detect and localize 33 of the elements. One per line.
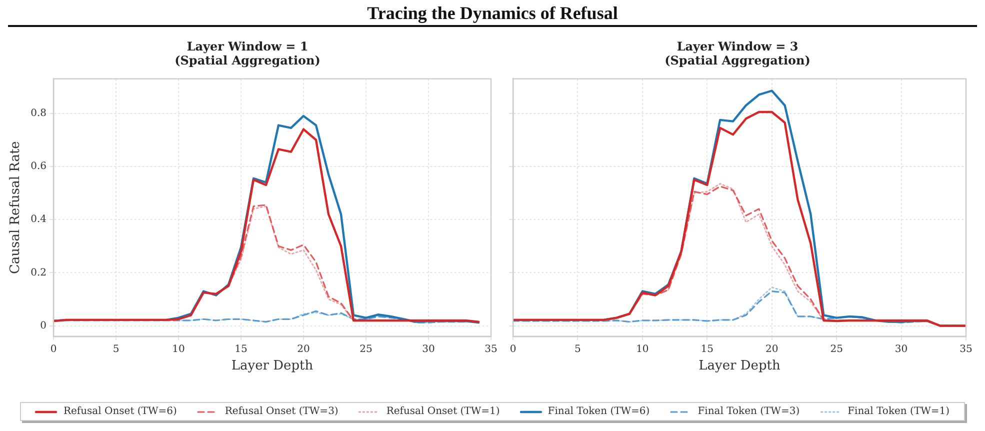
x-tick-label: 15 xyxy=(234,344,248,355)
x-tick-label: 35 xyxy=(960,344,972,355)
x-tick-label: 5 xyxy=(112,344,120,355)
x-tick-label: 20 xyxy=(297,344,310,355)
legend-label: Refusal Onset (TW=6) xyxy=(63,406,177,417)
y-tick-label: 0.4 xyxy=(30,214,47,226)
x-tick-label: 35 xyxy=(484,344,498,355)
x-tick-label: 30 xyxy=(422,344,435,355)
x-axis-title: Layer Depth xyxy=(698,358,782,374)
y-tick-label: 0.2 xyxy=(30,267,47,278)
legend-label: Final Token (TW=6) xyxy=(548,406,650,417)
legend-label: Refusal Onset (TW=1) xyxy=(386,406,500,417)
x-tick-label: 0 xyxy=(50,344,57,355)
x-tick-label: 30 xyxy=(894,344,908,355)
x-tick-label: 10 xyxy=(636,344,649,355)
y-tick-label: 0.8 xyxy=(30,108,47,119)
x-axis-title: Layer Depth xyxy=(231,358,314,374)
y-tick-label: 0 xyxy=(40,320,47,332)
x-tick-label: 20 xyxy=(765,344,778,355)
y-tick-label: 0.6 xyxy=(30,161,47,172)
x-tick-label: 0 xyxy=(510,344,516,355)
y-axis-title: Causal Refusal Rate xyxy=(8,140,24,274)
chart-title: Layer Window = 1 (Spatial Aggregation) xyxy=(174,39,320,68)
x-tick-label: 25 xyxy=(360,344,372,355)
chart-title: Layer Window = 3 (Spatial Aggregation) xyxy=(664,39,810,68)
x-tick-label: 10 xyxy=(172,344,185,355)
x-tick-label: 15 xyxy=(700,344,714,355)
text: Tracing the Dynamics of Refusal xyxy=(366,3,619,24)
legend-label: Refusal Onset (TW=3) xyxy=(224,406,338,417)
legend-label: Final Token (TW=3) xyxy=(698,406,800,417)
x-tick-label: 5 xyxy=(574,344,581,355)
legend-label: Final Token (TW=1) xyxy=(848,406,950,417)
x-tick-label: 25 xyxy=(830,344,843,355)
